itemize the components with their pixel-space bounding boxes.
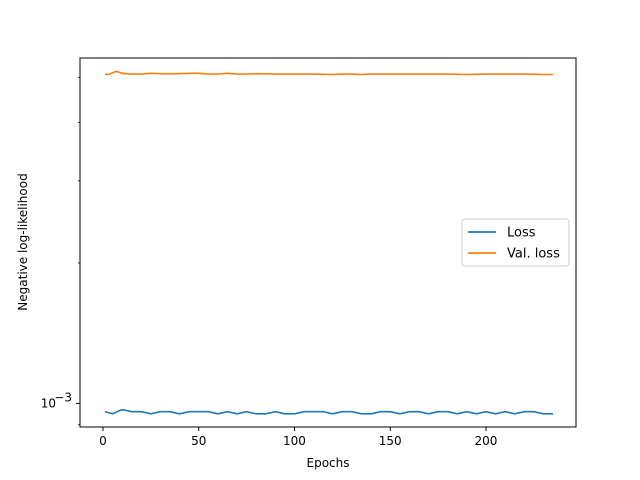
series-line-1 — [104, 70, 554, 76]
plot-frame — [79, 57, 577, 428]
legend: Loss Val. loss — [461, 218, 570, 267]
y-axis-label: Negative log-likelihood — [16, 173, 30, 310]
series-line-0 — [104, 408, 554, 415]
legend-label-0: Loss — [507, 226, 536, 241]
x-tick-label: 100 — [283, 434, 306, 448]
x-tick-label: 50 — [191, 434, 206, 448]
y-axis: 10−3 — [41, 76, 80, 426]
x-tick-label: 0 — [99, 434, 107, 448]
legend-box — [461, 218, 570, 267]
plot-area — [104, 70, 554, 415]
y-tick-label: 10 — [41, 396, 56, 410]
x-tick-label: 200 — [475, 434, 498, 448]
y-tick-exponent: −3 — [54, 390, 72, 404]
legend-label-1: Val. loss — [507, 247, 560, 262]
x-tick-label: 150 — [379, 434, 402, 448]
x-axis-label: Epochs — [307, 456, 350, 470]
x-axis: 0 50 100 150 200 — [99, 427, 497, 448]
